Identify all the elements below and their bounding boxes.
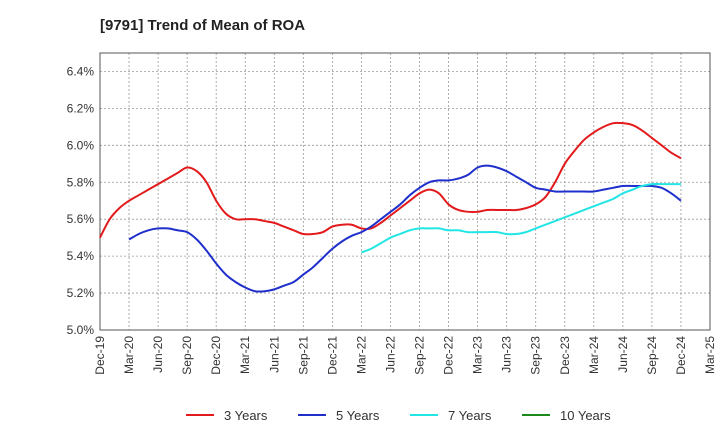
series-lines xyxy=(99,121,682,293)
x-tick-label: Sep-20 xyxy=(180,336,194,375)
x-tick-label: Sep-24 xyxy=(645,336,659,375)
y-tick-label: 5.2% xyxy=(67,286,95,300)
series-line-3-years xyxy=(99,121,682,239)
y-tick-label: 5.8% xyxy=(67,175,95,189)
y-tick-label: 5.0% xyxy=(67,323,95,337)
x-tick-label: Dec-21 xyxy=(325,336,339,375)
plot-background xyxy=(100,53,710,330)
y-grid-lines xyxy=(100,71,710,331)
series-line-7-years xyxy=(361,182,681,254)
x-tick-label: Dec-19 xyxy=(93,336,107,375)
legend-label-10-years: 10 Years xyxy=(560,408,611,423)
x-tick-label: Dec-24 xyxy=(674,336,688,375)
y-tick-label: 6.4% xyxy=(67,64,95,78)
x-tick-label: Jun-23 xyxy=(500,336,514,373)
x-tick-label: Sep-23 xyxy=(529,336,543,375)
x-tick-label: Mar-24 xyxy=(587,336,601,374)
x-axis-tick-labels: Dec-19 Mar-20 Jun-20 Sep-20 Dec-20 Mar-21 Jun-… xyxy=(93,336,717,375)
x-tick-label: Jun-20 xyxy=(151,336,165,373)
x-tick-label: Sep-22 xyxy=(413,336,427,375)
y-axis-tick-labels: 5.0% 5.2% 5.4% 5.6% 5.8% 6.0% 6.2% 6.4% xyxy=(67,64,95,337)
legend-label-7-years: 7 Years xyxy=(448,408,492,423)
x-tick-label: Jun-22 xyxy=(383,336,397,373)
x-tick-label: Sep-21 xyxy=(296,336,310,375)
x-tick-label: Mar-22 xyxy=(354,336,368,374)
x-tick-label: Dec-23 xyxy=(558,336,572,375)
legend: 3 Years 5 Years 7 Years 10 Years xyxy=(186,408,611,423)
y-tick-label: 6.2% xyxy=(67,101,95,115)
y-tick-label: 5.4% xyxy=(67,249,95,263)
x-tick-label: Mar-21 xyxy=(238,336,252,374)
chart-title: [9791] Trend of Mean of ROA xyxy=(100,17,305,34)
x-tick-label: Jun-21 xyxy=(267,336,281,373)
y-tick-label: 6.0% xyxy=(67,138,95,152)
x-tick-label: Dec-22 xyxy=(442,336,456,375)
x-tick-label: Jun-24 xyxy=(616,336,630,373)
x-tick-label: Mar-23 xyxy=(471,336,485,374)
series-line-5-years xyxy=(128,164,682,293)
legend-label-5-years: 5 Years xyxy=(336,408,380,423)
legend-label-3-years: 3 Years xyxy=(224,408,268,423)
x-tick-label: Mar-20 xyxy=(122,336,136,374)
x-tick-label: Mar-25 xyxy=(703,336,717,374)
x-tick-label: Dec-20 xyxy=(209,336,223,375)
y-tick-label: 5.6% xyxy=(67,212,95,226)
plot-border xyxy=(99,52,711,331)
